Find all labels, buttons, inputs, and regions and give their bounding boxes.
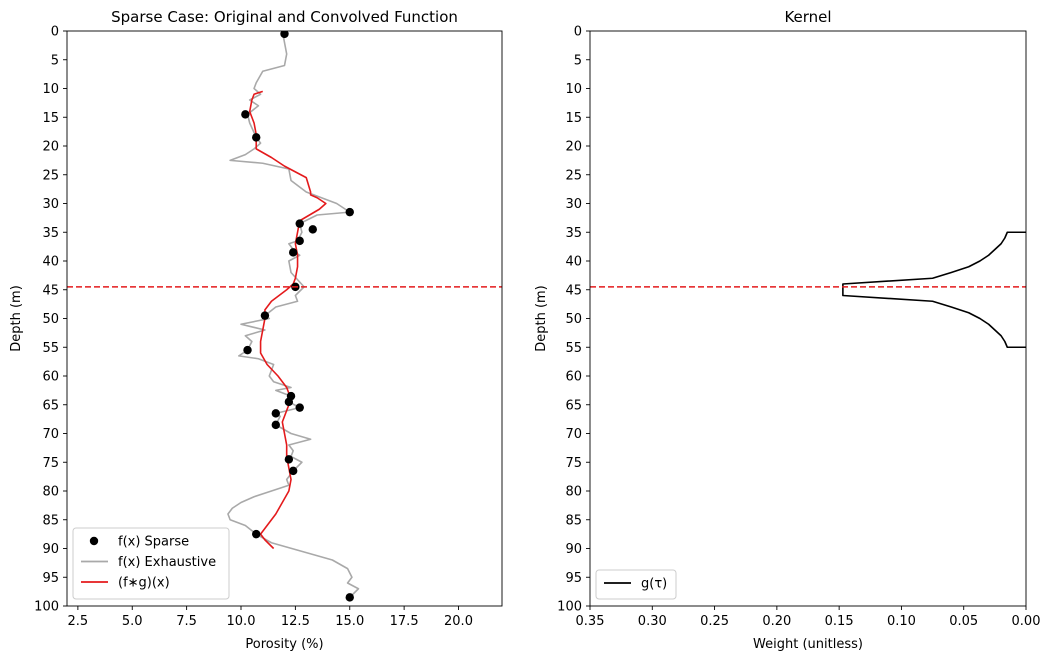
y-tick-label: 45 (42, 283, 59, 298)
sparse-point (295, 219, 304, 228)
sparse-point (284, 397, 294, 407)
legend: g(τ) (595, 569, 677, 600)
chart-title: Sparse Case: Original and Convolved Func… (111, 8, 458, 26)
legend-marker (89, 536, 99, 546)
y-tick-label: 85 (42, 513, 59, 528)
chart-title: Kernel (784, 8, 831, 26)
y-tick-label: 30 (565, 197, 582, 212)
y-tick-label: 80 (42, 485, 59, 500)
x-tick-label: 0.35 (576, 614, 605, 629)
x-tick-label: 2.5 (68, 614, 89, 629)
x-axis-label: Porosity (%) (245, 637, 323, 652)
y-tick-label: 70 (42, 427, 59, 442)
legend-label: f(x) Sparse (118, 535, 189, 550)
y-tick-label: 30 (42, 197, 59, 212)
y-tick-label: 50 (565, 312, 582, 327)
y-tick-label: 90 (42, 542, 59, 557)
y-tick-label: 10 (565, 82, 582, 97)
x-tick-label: 0.05 (949, 614, 978, 629)
sparse-point (345, 593, 354, 602)
y-tick-label: 0 (574, 25, 582, 40)
plot-area (67, 31, 502, 602)
y-tick-label: 20 (565, 140, 582, 155)
sparse-point (345, 207, 354, 217)
y-tick-label: 40 (565, 255, 582, 270)
plot-area (590, 231, 1026, 349)
sparse-case-panel: 2.5 5.0 7.5 10.0 12.5 15.0 17.5 20.0 0 5 10 15 20 25 3… (9, 8, 503, 652)
y-tick-label: 95 (42, 571, 59, 586)
y-tick-label: 90 (565, 542, 582, 557)
sparse-point (280, 31, 289, 39)
x-tick-label: 20.0 (444, 614, 473, 629)
sparse-point (252, 529, 261, 539)
kernel-panel: 0.35 0.30 0.25 0.20 0.15 0.10 0.05 0.00 0 5 10 15 20… (534, 8, 1040, 652)
y-tick-label: 95 (565, 571, 582, 586)
series-line-f-x-exhaustive (227, 31, 360, 598)
sparse-point (271, 420, 280, 430)
sparse-point (243, 345, 252, 355)
y-tick-label: 55 (565, 341, 582, 356)
y-tick-label: 80 (565, 485, 582, 500)
x-tick-label: 5.0 (122, 614, 143, 629)
x-tick-label: 0.10 (887, 614, 916, 629)
x-tick-label: 15.0 (335, 614, 364, 629)
legend: f(x) Sparse f(x) Exhaustive (f∗g)(x) (72, 527, 230, 600)
y-tick-label: 50 (42, 312, 59, 327)
legend-box (72, 527, 230, 600)
sparse-point (252, 133, 261, 142)
y-tick-label: 20 (42, 140, 59, 155)
y-tick-label: 15 (42, 111, 59, 126)
y-tick-label: 100 (557, 600, 582, 615)
legend-box (595, 569, 677, 600)
x-tick-label: 17.5 (390, 614, 419, 629)
y-tick-label: 25 (565, 168, 582, 183)
series-line-g (842, 231, 1026, 349)
sparse-point (289, 248, 298, 257)
y-tick-label: 60 (42, 370, 59, 385)
sparse-point (289, 466, 298, 476)
y-tick-label: 15 (565, 111, 582, 126)
y-tick-label: 75 (565, 456, 582, 471)
y-tick-label: 25 (42, 168, 59, 183)
x-tick-label: 0.00 (1012, 614, 1041, 629)
x-tick-label: 0.20 (762, 614, 791, 629)
x-axis-label: Weight (unitless) (753, 637, 863, 652)
x-tick-label: 0.25 (700, 614, 729, 629)
y-tick-label: 35 (565, 226, 582, 241)
y-tick-label: 5 (574, 53, 582, 68)
sparse-point (271, 409, 280, 418)
y-tick-label: 10 (42, 82, 59, 97)
sparse-point (295, 236, 304, 246)
y-axis-label: Depth (m) (534, 285, 549, 352)
y-tick-label: 85 (565, 513, 582, 528)
x-tick-label: 0.15 (825, 614, 854, 629)
legend-label: f(x) Exhaustive (118, 555, 216, 570)
y-tick-label: 0 (51, 25, 59, 40)
sparse-point (260, 311, 270, 320)
y-tick-label: 55 (42, 341, 59, 356)
y-tick-label: 45 (565, 283, 582, 298)
y-tick-label: 75 (42, 456, 59, 471)
x-tick-label: 7.5 (176, 614, 197, 629)
y-tick-label: 65 (565, 398, 582, 413)
sparse-point (284, 455, 294, 464)
x-tick-label: 12.5 (281, 614, 310, 629)
x-tick-label: 10.0 (227, 614, 256, 629)
sparse-point (295, 403, 304, 412)
y-tick-label: 65 (42, 398, 59, 413)
y-tick-label: 40 (42, 255, 59, 270)
sparse-point (308, 225, 317, 234)
y-tick-label: 35 (42, 226, 59, 241)
legend-label: (f∗g)(x) (118, 576, 170, 591)
y-tick-label: 70 (565, 427, 582, 442)
sparse-point (241, 110, 250, 119)
legend-label: g(τ) (641, 577, 667, 592)
y-tick-label: 5 (51, 53, 59, 68)
y-axis-label: Depth (m) (9, 285, 24, 352)
y-tick-label: 60 (565, 370, 582, 385)
y-tick-label: 100 (34, 600, 59, 615)
x-tick-label: 0.30 (638, 614, 667, 629)
